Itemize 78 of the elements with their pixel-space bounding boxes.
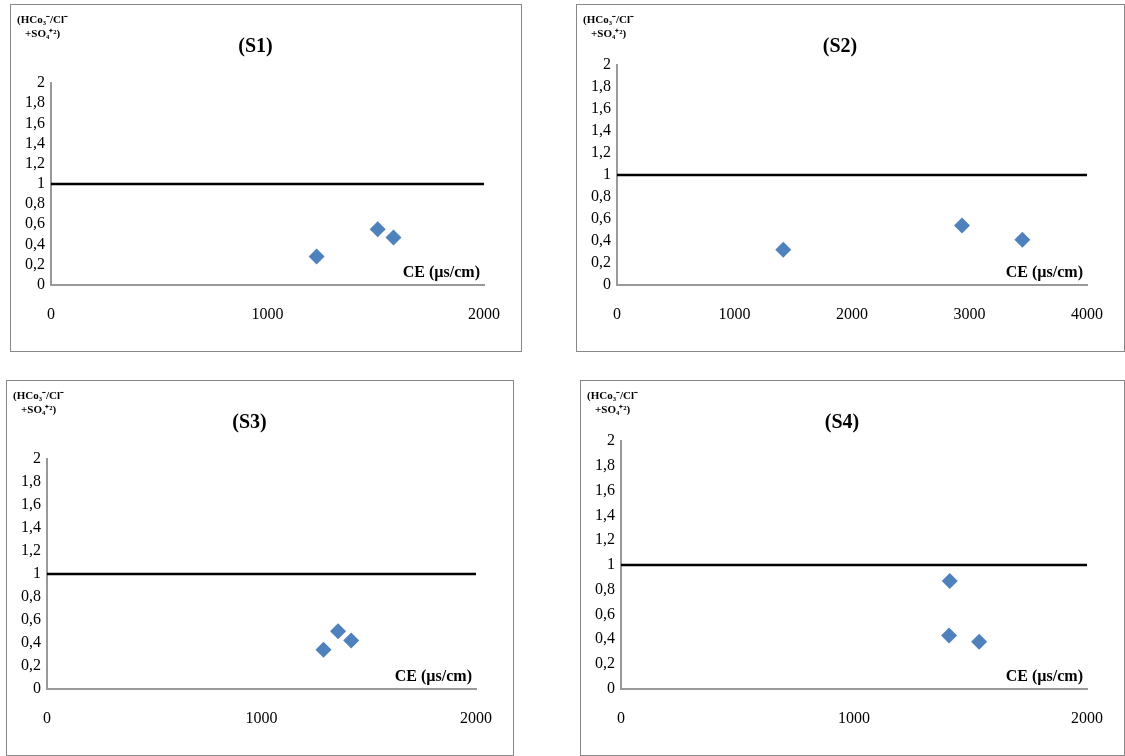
y-tick-label: 1,2	[591, 143, 611, 161]
x-tick-label: 3000	[953, 304, 986, 322]
y-tick-label: 0,8	[595, 579, 615, 597]
y-axis-title: (HCo₃⁻/Cl⁻ +SO₄⁺²)	[587, 389, 639, 417]
x-tick-label: 2000	[1071, 708, 1103, 726]
y-tick-label: 1	[603, 165, 611, 183]
y-tick-label: 1,6	[591, 99, 611, 117]
y-axis-title: (HCo₃⁻/Cl⁻ +SO₄⁺²)	[17, 13, 69, 41]
x-tick-label: 2000	[460, 708, 492, 726]
y-tick-label: 1,4	[591, 121, 611, 139]
y-tick-label: 0,6	[595, 604, 615, 622]
y-tick-label: 0	[37, 275, 45, 292]
y-tick-label: 0,6	[591, 209, 611, 227]
point	[343, 632, 360, 649]
y-tick-label: 2	[37, 73, 45, 91]
x-tick-label: 1000	[245, 708, 278, 726]
y-tick-label: 0,8	[591, 187, 611, 205]
x-axis-title: CE (µs/cm)	[402, 262, 480, 281]
y-tick-label: 1,8	[21, 472, 41, 490]
y-tick-label: 0	[607, 679, 615, 696]
point	[953, 217, 970, 234]
point	[330, 623, 347, 640]
y-tick-label: 1,2	[21, 541, 41, 559]
point	[971, 633, 988, 650]
y-tick-label: 0,6	[25, 214, 45, 232]
x-tick-label: 1000	[251, 304, 284, 322]
y-tick-label: 1,4	[595, 505, 615, 523]
y-tick-label: 1,2	[25, 153, 45, 171]
y-tick-label: 0,2	[21, 656, 41, 674]
y-tick-label: 1,6	[25, 113, 45, 131]
x-axis-title: CE (µs/cm)	[394, 666, 472, 685]
y-tick-label: 2	[33, 449, 41, 467]
y-tick-label: 0,4	[595, 629, 615, 647]
y-tick-label: 0,2	[25, 254, 45, 272]
chart-title: (S4)	[824, 410, 860, 434]
y-axis-title: (HCo₃⁻/Cl⁻ +SO₄⁺²)	[13, 389, 65, 417]
y-tick-label: 1,4	[25, 133, 45, 151]
y-tick-label: 1	[607, 555, 615, 573]
chart-title: (S2)	[822, 34, 858, 58]
y-axis-title: (HCo₃⁻/Cl⁻ +SO₄⁺²)	[583, 13, 635, 41]
point	[315, 641, 332, 658]
chart-title: (S1)	[238, 34, 273, 58]
y-tick-label: 0	[603, 275, 611, 292]
y-tick-label: 0,4	[25, 234, 45, 252]
y-tick-label: 0	[33, 679, 41, 696]
y-tick-label: 0,4	[21, 633, 41, 651]
y-tick-label: 2	[603, 55, 611, 73]
y-tick-label: 1,6	[595, 480, 615, 498]
point	[775, 241, 792, 258]
point	[941, 573, 958, 590]
y-tick-label: 1,2	[595, 530, 615, 548]
x-tick-label: 1000	[718, 304, 751, 322]
y-tick-label: 1,8	[595, 455, 615, 473]
x-tick-label: 4000	[1071, 304, 1103, 322]
point	[308, 248, 325, 265]
point	[369, 221, 386, 238]
point	[385, 229, 402, 246]
y-tick-label: 1,8	[591, 77, 611, 95]
y-tick-label: 1	[33, 564, 41, 582]
x-tick-label: 2000	[836, 304, 868, 322]
y-tick-label: 1	[37, 174, 45, 192]
point	[1014, 231, 1031, 248]
y-tick-label: 1,8	[25, 93, 45, 111]
x-axis-title: CE (µs/cm)	[1005, 262, 1083, 281]
y-tick-label: 0,4	[591, 231, 611, 249]
y-tick-label: 1,6	[21, 495, 41, 513]
y-tick-label: 0,8	[25, 194, 45, 212]
chart-title: (S3)	[232, 410, 267, 434]
x-tick-label: 1000	[838, 708, 870, 726]
x-tick-label: 2000	[468, 304, 500, 322]
y-tick-label: 0,2	[595, 654, 615, 672]
y-tick-label: 2	[607, 431, 615, 449]
y-tick-label: 1,4	[21, 518, 41, 536]
x-axis-title: CE (µs/cm)	[1005, 666, 1083, 685]
point	[941, 627, 958, 644]
y-tick-label: 0,8	[21, 587, 41, 605]
y-tick-label: 0,6	[21, 610, 41, 628]
y-tick-label: 0,2	[591, 253, 611, 271]
